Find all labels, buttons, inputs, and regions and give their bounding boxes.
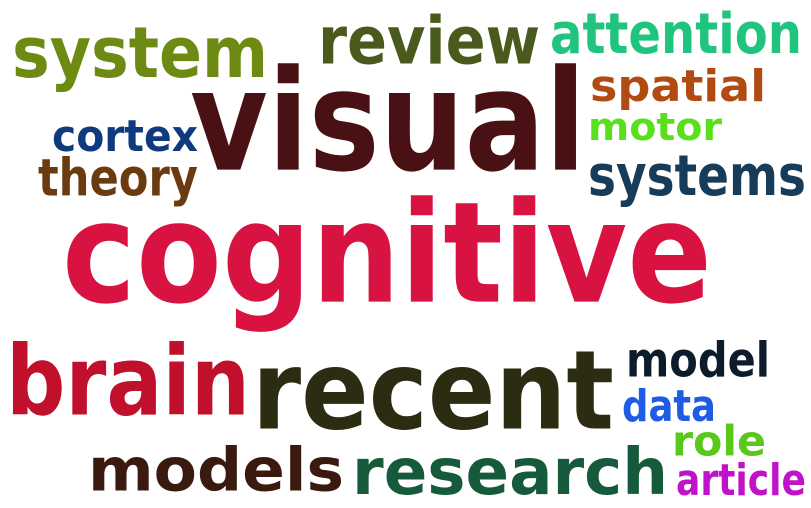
word-systems: systems	[588, 142, 806, 209]
word-research: research	[352, 434, 668, 508]
word-system: system	[12, 11, 268, 94]
word-brain: brain	[6, 325, 250, 438]
word-role: role	[672, 416, 766, 466]
word-review: review	[318, 2, 540, 80]
word-data: data	[622, 380, 716, 432]
word-theory: theory	[38, 147, 198, 209]
word-cognitive: cognitive	[62, 171, 712, 336]
word-attention: attention	[550, 0, 802, 67]
word-cortex: cortex	[52, 110, 198, 162]
word-recent: recent	[252, 326, 614, 455]
word-models: models	[88, 434, 344, 505]
word-visual: visual	[190, 39, 586, 204]
word-article: article	[676, 454, 806, 506]
word-model: model	[626, 331, 770, 388]
word-spatial: spatial	[590, 60, 766, 112]
word-motor: motor	[588, 104, 722, 150]
